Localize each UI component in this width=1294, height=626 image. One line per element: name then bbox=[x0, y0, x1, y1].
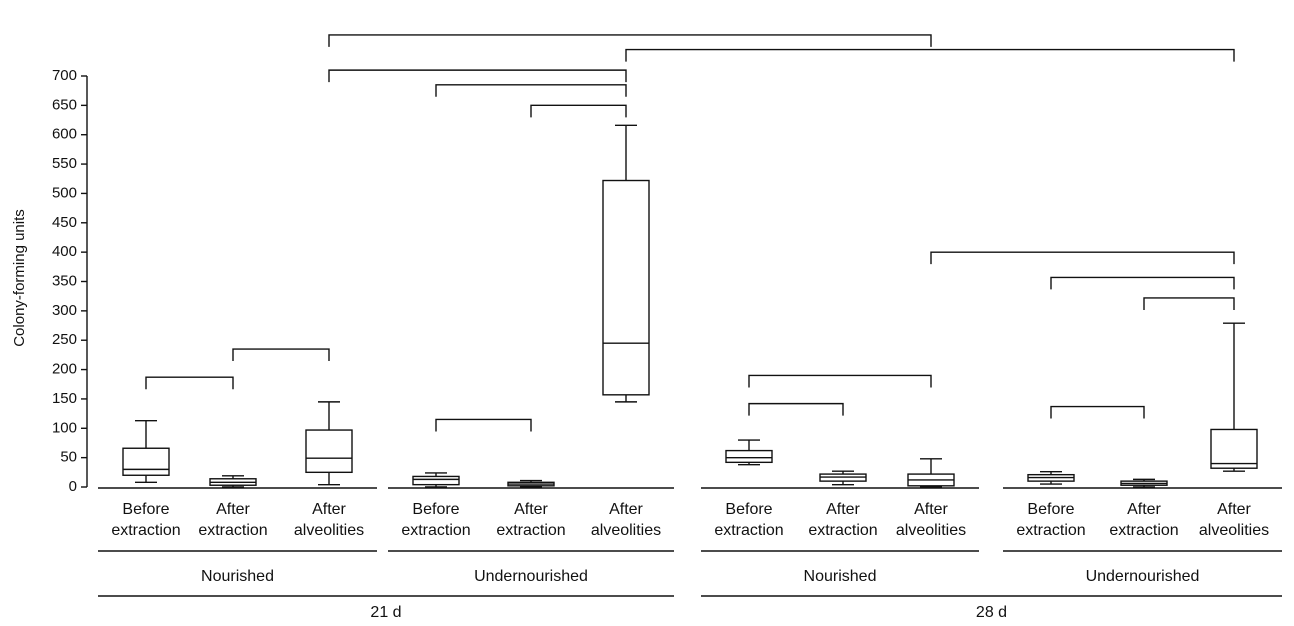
significance-bracket bbox=[930, 251, 1235, 265]
y-tick-label: 550 bbox=[52, 155, 77, 172]
category-label-line1: After bbox=[609, 501, 643, 518]
category-label-line2: extraction bbox=[401, 522, 470, 539]
category-label-line2: alveolities bbox=[1199, 522, 1269, 539]
y-tick-label: 400 bbox=[52, 243, 77, 260]
box-series bbox=[122, 124, 1258, 488]
category-label-line2: extraction bbox=[808, 522, 877, 539]
box-plot bbox=[907, 458, 955, 488]
category-label-line1: After bbox=[826, 501, 860, 518]
box-plot bbox=[305, 401, 353, 486]
iqr-box bbox=[122, 447, 170, 476]
iqr-box bbox=[1210, 428, 1258, 469]
significance-bracket bbox=[625, 48, 1235, 62]
y-tick-label: 50 bbox=[60, 449, 77, 466]
box-plot bbox=[209, 475, 257, 488]
significance-bracket bbox=[530, 104, 627, 118]
significance-bracket bbox=[328, 34, 932, 47]
y-tick-label: 250 bbox=[52, 331, 77, 348]
y-tick-label: 200 bbox=[52, 361, 77, 378]
category-label-line2: extraction bbox=[111, 522, 180, 539]
category-label-line2: alveolities bbox=[294, 522, 364, 539]
group-label: Nourished bbox=[201, 568, 274, 585]
y-tick-label: 0 bbox=[69, 478, 77, 495]
box-plot bbox=[122, 419, 170, 484]
significance-bracket bbox=[328, 69, 627, 83]
category-label-line2: extraction bbox=[496, 522, 565, 539]
y-tick-label: 450 bbox=[52, 214, 77, 231]
category-label-line2: alveolities bbox=[896, 522, 966, 539]
time-label: 28 d bbox=[976, 604, 1007, 621]
y-tick-label: 650 bbox=[52, 96, 77, 113]
significance-brackets bbox=[145, 34, 1235, 432]
significance-bracket bbox=[232, 348, 330, 362]
iqr-box bbox=[725, 449, 773, 464]
significance-bracket bbox=[1050, 276, 1235, 290]
box-plot bbox=[412, 472, 460, 488]
category-label-line1: After bbox=[1127, 501, 1161, 518]
y-tick-label: 300 bbox=[52, 302, 77, 319]
significance-bracket bbox=[1050, 405, 1145, 419]
box-plot bbox=[507, 479, 555, 488]
category-label-line1: After bbox=[514, 501, 548, 518]
box-plot bbox=[1210, 322, 1258, 472]
iqr-box bbox=[412, 475, 460, 486]
significance-bracket bbox=[1143, 297, 1235, 310]
category-label-line2: extraction bbox=[198, 522, 267, 539]
box-plot bbox=[602, 124, 650, 403]
y-tick-label: 600 bbox=[52, 126, 77, 143]
iqr-box bbox=[602, 179, 650, 396]
iqr-box bbox=[305, 429, 353, 474]
category-label-line1: After bbox=[1217, 501, 1251, 518]
group-label: Undernourished bbox=[474, 568, 588, 585]
y-tick-label: 500 bbox=[52, 184, 77, 201]
significance-bracket bbox=[145, 376, 234, 390]
category-label-line1: Before bbox=[725, 501, 772, 518]
y-tick-label: 700 bbox=[52, 67, 77, 84]
y-axis: 0 50 100 150 200 250 300 350 400 450 500 550 600 650 7… bbox=[52, 67, 88, 495]
category-label-line2: extraction bbox=[1016, 522, 1085, 539]
group-label: Undernourished bbox=[1086, 568, 1200, 585]
box-plot bbox=[819, 470, 867, 486]
box-plot bbox=[725, 439, 773, 466]
category-label-line1: Before bbox=[122, 501, 169, 518]
y-axis-label: Colony-forming units bbox=[11, 209, 28, 347]
y-tick-label: 100 bbox=[52, 419, 77, 436]
group-label: Nourished bbox=[804, 568, 877, 585]
significance-bracket bbox=[435, 84, 627, 97]
category-label-line1: Before bbox=[412, 501, 459, 518]
significance-bracket bbox=[435, 418, 532, 432]
y-tick-label: 350 bbox=[52, 272, 77, 289]
significance-bracket bbox=[748, 402, 844, 416]
category-label-line1: After bbox=[914, 501, 948, 518]
category-label-line2: extraction bbox=[714, 522, 783, 539]
category-label-line1: After bbox=[216, 501, 250, 518]
category-labels: Before extraction After extraction After alve… bbox=[98, 487, 1282, 621]
category-label-line1: Before bbox=[1027, 501, 1074, 518]
box-plot bbox=[1120, 478, 1168, 488]
time-label: 21 d bbox=[370, 604, 401, 621]
category-label-line2: extraction bbox=[1109, 522, 1178, 539]
significance-bracket bbox=[748, 374, 932, 388]
category-label-line2: alveolities bbox=[591, 522, 661, 539]
y-tick-label: 150 bbox=[52, 390, 77, 407]
box-plot bbox=[1027, 471, 1075, 485]
category-label-line1: After bbox=[312, 501, 346, 518]
